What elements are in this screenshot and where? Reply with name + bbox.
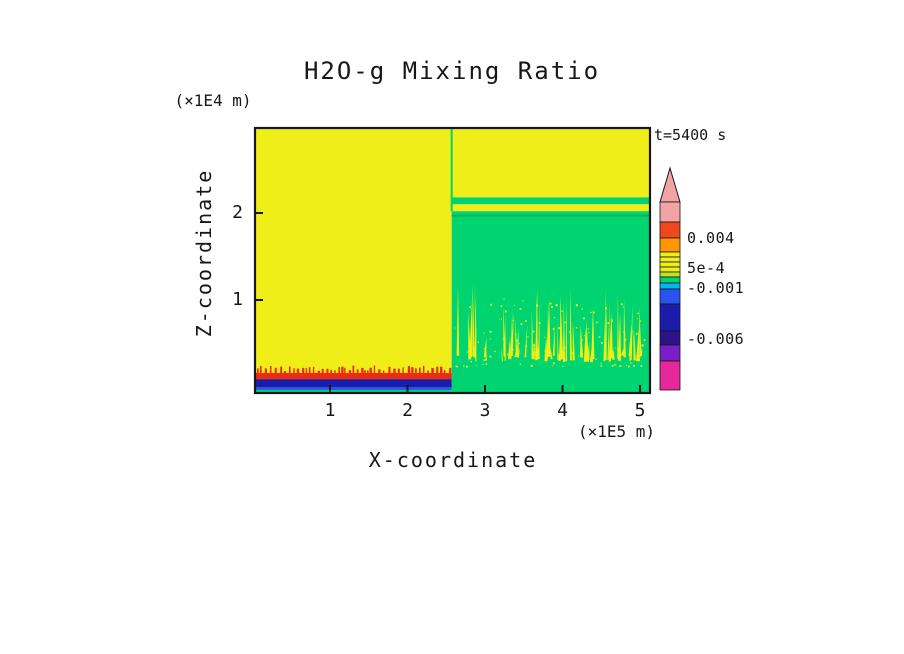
colorbar-value-label: 0.004 <box>687 229 735 247</box>
time-label: t=5400 s <box>654 126 727 144</box>
x-tick-label: 3 <box>479 400 491 421</box>
x-tick-label: 4 <box>557 400 568 421</box>
colorbar-value-label: -0.001 <box>687 279 745 297</box>
plot-title: H2O-g Mixing Ratio <box>303 57 601 85</box>
plot-frame <box>253 126 652 395</box>
z-axis-unit-label: (×1E4 m) <box>174 91 252 110</box>
colorbar-value-label: 5e-4 <box>687 259 726 277</box>
colorbar-value-label: -0.006 <box>687 330 745 348</box>
x-axis-title: X-coordinate <box>368 448 538 472</box>
z-tick-label: 1 <box>232 289 243 310</box>
z-tick-label: 2 <box>232 202 243 223</box>
x-tick-label: 2 <box>402 400 413 421</box>
heatmap-regions <box>255 128 650 393</box>
x-tick-label: 1 <box>324 400 336 421</box>
x-tick-label: 5 <box>634 400 646 421</box>
convective-plumes <box>454 284 646 368</box>
z-axis-title: Z-coordinate <box>192 168 216 338</box>
colorbar <box>659 166 681 391</box>
surface-layers <box>255 365 452 393</box>
x-axis-unit-label: (×1E5 m) <box>577 422 655 441</box>
